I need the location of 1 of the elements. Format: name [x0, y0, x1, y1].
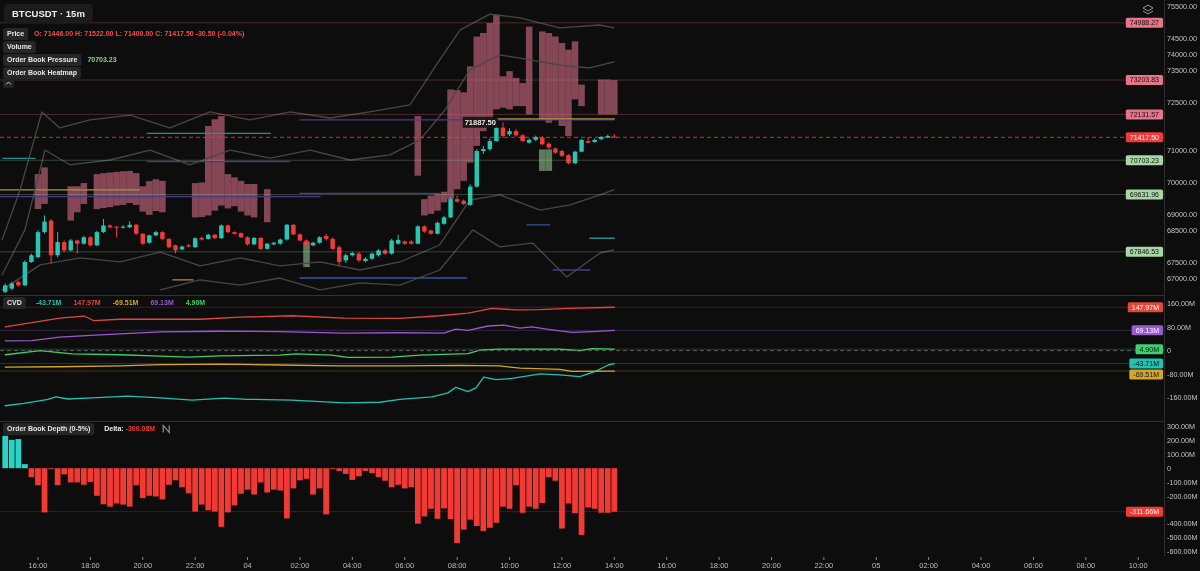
- text: BTCUSDT · 15m: [12, 7, 85, 19]
